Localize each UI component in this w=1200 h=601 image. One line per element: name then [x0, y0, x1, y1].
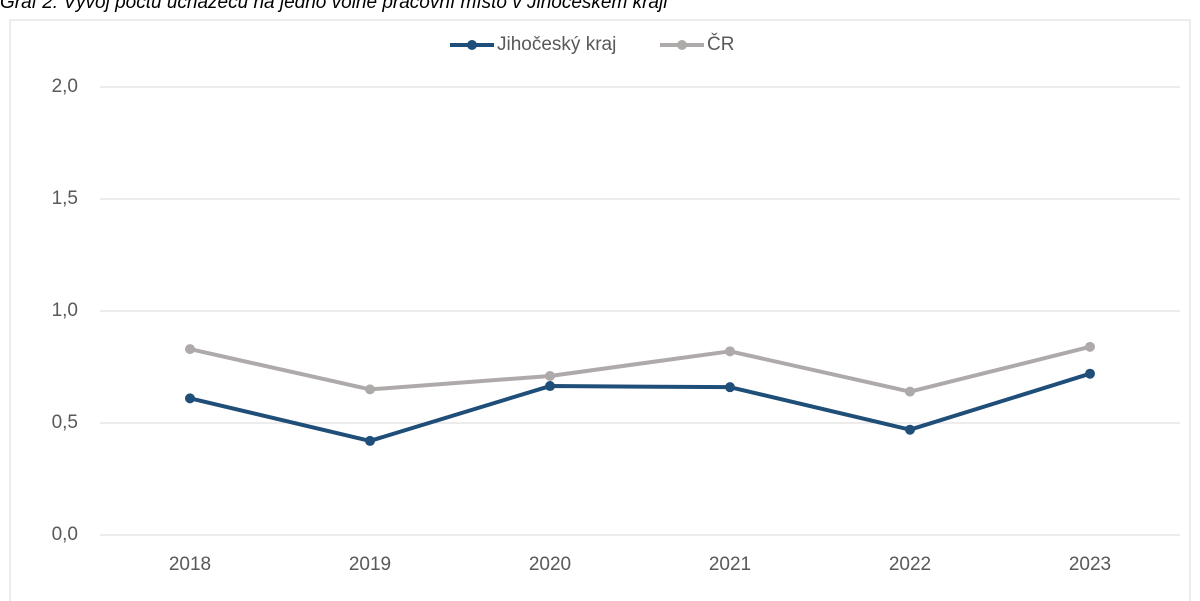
- x-tick-label: 2023: [1069, 554, 1111, 575]
- data-point: [725, 346, 735, 357]
- data-point: [1085, 341, 1095, 352]
- chart-title: Graf 2: Vývoj počtu uchazečů na jedno vo…: [0, 0, 668, 13]
- x-tick-label: 2020: [529, 554, 571, 575]
- data-point: [185, 344, 195, 355]
- legend-label: Jihočeský kraj: [497, 34, 616, 55]
- data-point: [905, 424, 915, 435]
- x-tick-label: 2018: [169, 554, 211, 575]
- y-tick-label: 1,5: [52, 188, 78, 209]
- legend-marker: [467, 40, 477, 50]
- series-line: [189, 344, 1091, 394]
- y-tick-label: 0,0: [52, 524, 78, 545]
- data-point: [545, 381, 555, 392]
- data-point: [365, 435, 375, 446]
- data-point: [185, 393, 195, 404]
- y-tick-label: 2,0: [52, 76, 78, 97]
- y-tick-label: 0,5: [52, 412, 78, 433]
- data-point: [905, 386, 915, 397]
- legend-label: ČR: [707, 33, 734, 55]
- data-point: [725, 382, 735, 393]
- data-point: [545, 370, 555, 381]
- x-tick-label: 2019: [349, 554, 391, 575]
- data-point: [1085, 368, 1095, 379]
- x-tick-label: 2022: [889, 554, 931, 575]
- y-tick-label: 1,0: [52, 300, 78, 321]
- series-line: [189, 371, 1091, 443]
- legend-marker: [677, 40, 687, 50]
- x-tick-label: 2021: [709, 554, 751, 575]
- data-point: [365, 384, 375, 395]
